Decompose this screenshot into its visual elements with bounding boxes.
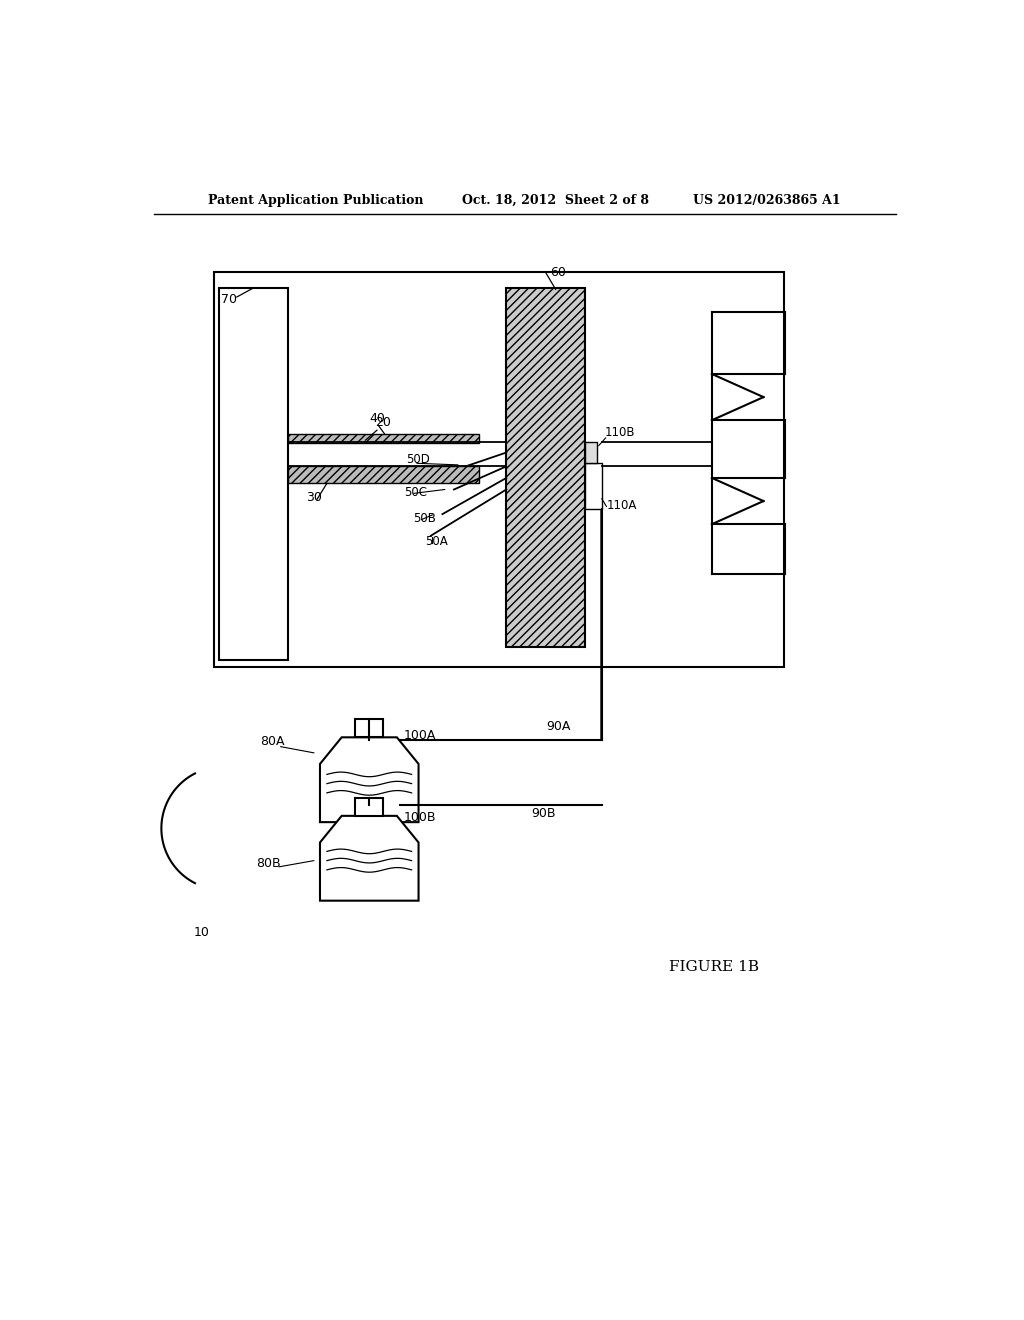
Bar bbox=[585, 442, 597, 462]
Bar bbox=[289, 434, 478, 444]
Bar bbox=[289, 466, 478, 483]
Text: 80A: 80A bbox=[260, 735, 285, 748]
Bar bbox=[219, 288, 289, 660]
Text: 110A: 110A bbox=[606, 499, 637, 512]
Text: 30: 30 bbox=[306, 491, 322, 504]
Text: 90A: 90A bbox=[547, 719, 570, 733]
Polygon shape bbox=[319, 816, 419, 900]
Text: Oct. 18, 2012  Sheet 2 of 8: Oct. 18, 2012 Sheet 2 of 8 bbox=[462, 194, 648, 207]
Text: 50C: 50C bbox=[403, 486, 427, 499]
Text: 50D: 50D bbox=[407, 453, 430, 466]
Text: FIGURE 1B: FIGURE 1B bbox=[670, 960, 759, 974]
Text: 100A: 100A bbox=[403, 729, 436, 742]
Text: 80B: 80B bbox=[256, 857, 281, 870]
Bar bbox=[214, 272, 783, 667]
Text: 110B: 110B bbox=[605, 425, 635, 438]
Text: 90B: 90B bbox=[531, 807, 555, 820]
Text: 100B: 100B bbox=[403, 810, 436, 824]
Text: 10: 10 bbox=[194, 927, 209, 939]
Text: 50A: 50A bbox=[425, 535, 447, 548]
Bar bbox=[585, 462, 602, 508]
Text: Patent Application Publication: Patent Application Publication bbox=[208, 194, 423, 207]
Text: 50B: 50B bbox=[413, 512, 436, 525]
Text: 60: 60 bbox=[550, 267, 566, 280]
Text: US 2012/0263865 A1: US 2012/0263865 A1 bbox=[692, 194, 841, 207]
Text: 40: 40 bbox=[370, 412, 385, 425]
Text: 20: 20 bbox=[376, 416, 391, 429]
Text: 70: 70 bbox=[221, 293, 238, 306]
Bar bbox=[506, 288, 585, 647]
Bar bbox=[355, 719, 383, 738]
Polygon shape bbox=[319, 738, 419, 822]
Bar bbox=[355, 797, 383, 816]
